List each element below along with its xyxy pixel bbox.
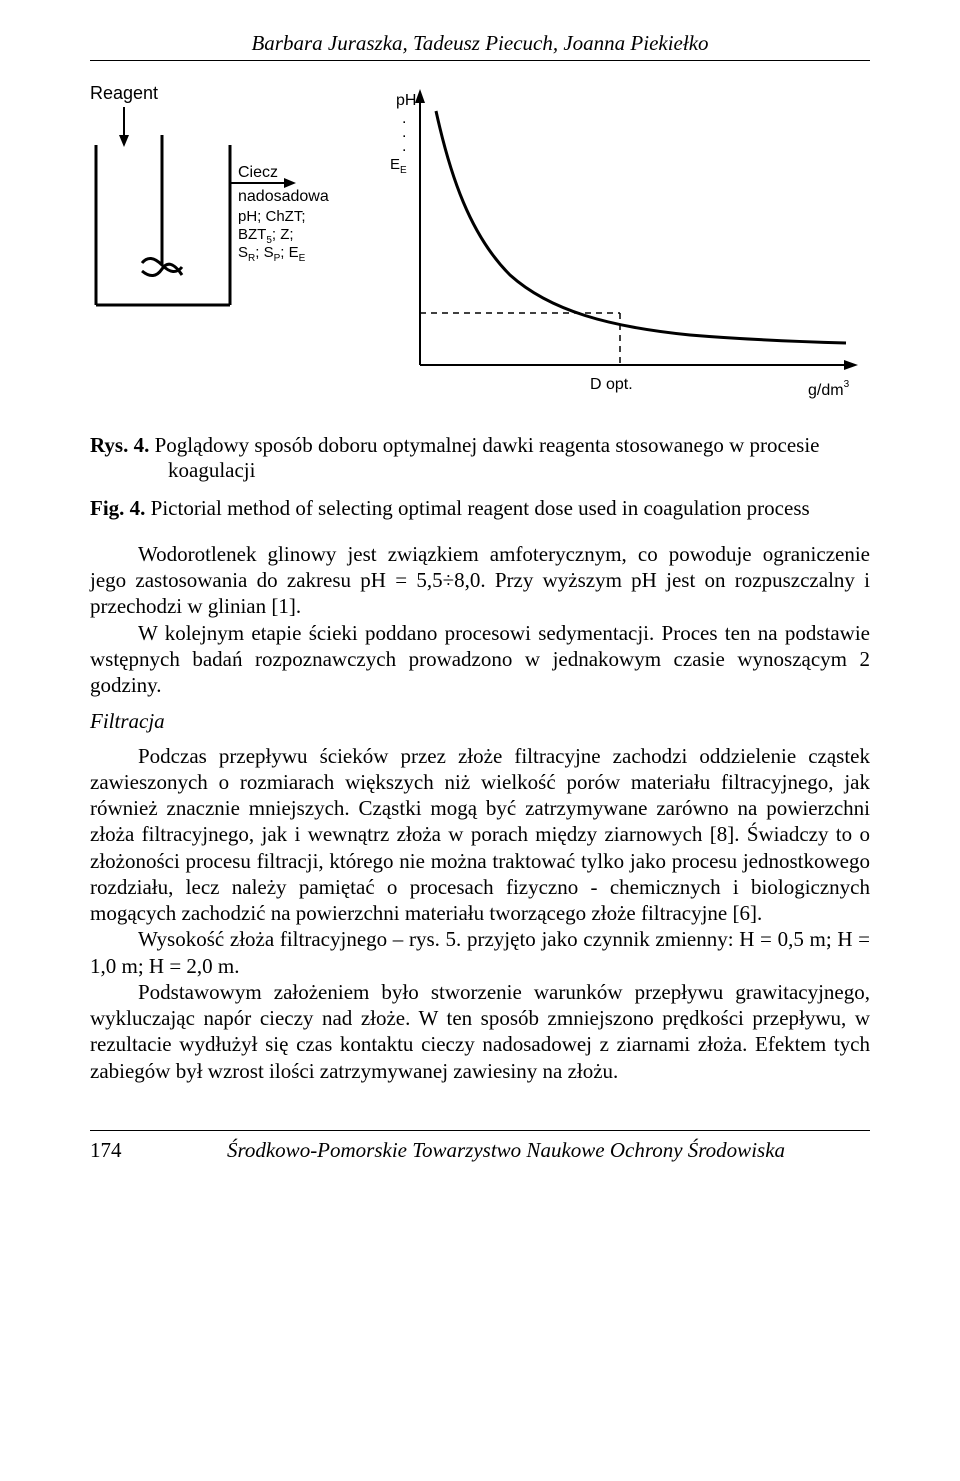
page-number: 174 [90,1137,142,1163]
caption-fig-label: Fig. 4. [90,496,145,520]
xlabel-gdm: g/dm3 [808,379,850,399]
caption-fig-text: Pictorial method of selecting optimal re… [151,496,810,520]
label-ciecz: Ciecz [238,164,278,181]
journal-name: Środkowo-Pomorskie Towarzystwo Naukowe O… [142,1137,870,1163]
para-5: Podstawowym założeniem było stworzenie w… [90,979,870,1084]
caption-rys-text2: koagulacji [168,458,255,482]
page-header-authors: Barbara Juraszka, Tadeusz Piecuch, Joann… [90,30,870,61]
figure-4-svg: Reagent Ciecz nadosadowa pH; ChZT; BZT5;… [90,75,870,415]
label-params1: pH; ChZT; [238,208,306,225]
chart-curve [436,111,846,343]
caption-rys-text1: Poglądowy sposób doboru optymalnej dawki… [155,433,820,457]
section-filtracja: Filtracja [90,708,870,734]
figure-4: Reagent Ciecz nadosadowa pH; ChZT; BZT5;… [90,75,870,415]
figure-captions: Rys. 4. Poglądowy sposób doboru optymaln… [90,433,870,521]
label-params3: SR; SP; EE [238,244,306,264]
caption-rys: Rys. 4. Poglądowy sposób doboru optymaln… [90,433,870,483]
caption-fig: Fig. 4. Pictorial method of selecting op… [90,496,870,521]
ylabel-ph: pH [396,92,416,109]
label-reagent: Reagent [90,83,158,103]
caption-rys-label: Rys. 4. [90,433,149,457]
svg-text:.: . [402,138,406,155]
para-4: Wysokość złoża filtracyjnego – rys. 5. p… [90,926,870,979]
page-footer: 174 Środkowo-Pomorskie Towarzystwo Nauko… [90,1130,870,1163]
para-3: Podczas przepływu ścieków przez złoże fi… [90,743,870,927]
ylabel-ee: EE [390,156,407,176]
xlabel-dopt: D opt. [590,376,633,393]
para-2: W kolejnym etapie ścieki poddano proceso… [90,620,870,699]
label-nadosadowa: nadosadowa [238,188,329,205]
label-params2: BZT5; Z; [238,226,294,246]
para-1: Wodorotlenek glinowy jest związkiem amfo… [90,541,870,620]
